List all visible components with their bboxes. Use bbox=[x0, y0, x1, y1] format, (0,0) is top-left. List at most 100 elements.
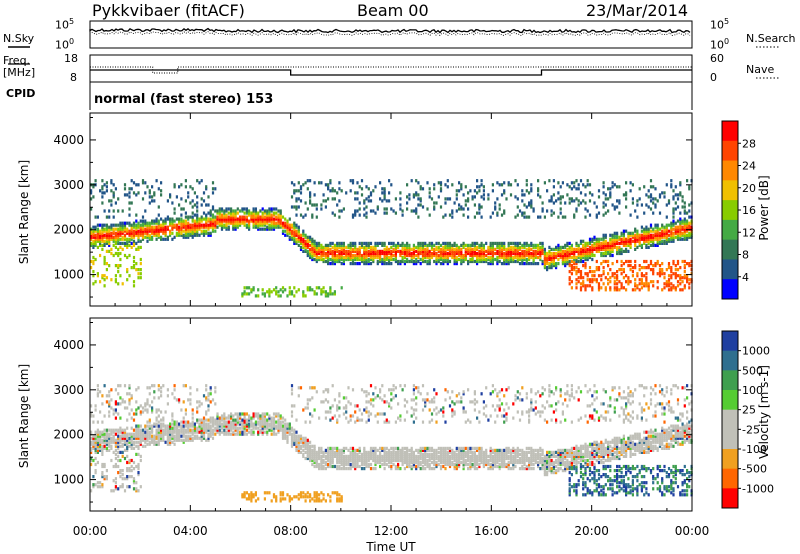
heatmap-cell bbox=[645, 278, 648, 282]
heatmap-cell bbox=[591, 288, 594, 292]
heatmap-cell bbox=[640, 233, 643, 237]
heatmap-cell bbox=[643, 231, 646, 235]
heatmap-cell bbox=[487, 255, 490, 260]
heatmap-cell bbox=[123, 442, 127, 446]
heatmap-cell bbox=[620, 286, 623, 290]
heatmap-cell bbox=[674, 235, 677, 239]
heatmap-cell bbox=[530, 203, 533, 207]
heatmap-cell bbox=[299, 199, 303, 203]
heatmap-cell bbox=[243, 428, 246, 432]
heatmap-cell bbox=[318, 241, 321, 245]
heatmap-cell bbox=[336, 203, 339, 207]
heatmap-cell bbox=[189, 398, 192, 402]
heatmap-cell bbox=[489, 249, 492, 253]
heatmap-cell bbox=[349, 464, 352, 469]
heatmap-cell bbox=[311, 203, 314, 207]
heatmap-cell bbox=[426, 255, 429, 260]
heatmap-cell bbox=[259, 217, 262, 221]
heatmap-cell bbox=[658, 268, 662, 272]
heatmap-cell bbox=[119, 264, 122, 268]
heatmap-cell bbox=[275, 432, 278, 436]
heatmap-cell bbox=[92, 485, 95, 489]
heatmap-cell bbox=[417, 249, 420, 253]
heatmap-cell bbox=[338, 241, 341, 245]
heatmap-cell bbox=[376, 251, 379, 256]
heatmap-cell bbox=[261, 420, 264, 424]
heatmap-cell bbox=[428, 213, 431, 217]
heatmap-cell bbox=[568, 247, 571, 251]
heatmap-cell bbox=[272, 422, 276, 426]
heatmap-cell bbox=[261, 215, 264, 219]
heatmap-cell bbox=[613, 276, 616, 280]
heatmap-cell bbox=[110, 438, 113, 442]
heatmap-cell bbox=[318, 446, 321, 450]
heatmap-cell bbox=[351, 448, 355, 452]
heatmap-cell bbox=[309, 251, 312, 256]
heatmap-cell bbox=[277, 426, 280, 430]
heatmap-cell bbox=[166, 215, 169, 219]
heatmap-cell bbox=[618, 201, 621, 205]
heatmap-cell bbox=[541, 251, 544, 256]
heatmap-cell bbox=[433, 187, 436, 191]
heatmap-cell bbox=[627, 243, 630, 247]
heatmap-cell bbox=[245, 217, 248, 221]
heatmap-cell bbox=[92, 282, 95, 286]
heatmap-cell bbox=[546, 262, 549, 266]
heatmap-cell bbox=[496, 243, 499, 247]
heatmap-cell bbox=[304, 442, 307, 446]
heatmap-cell bbox=[417, 181, 420, 185]
heatmap-cell bbox=[643, 284, 646, 288]
heatmap-cell bbox=[295, 223, 298, 227]
heatmap-cell bbox=[220, 219, 224, 223]
heatmap-cell bbox=[132, 221, 136, 225]
heatmap-cell bbox=[570, 280, 573, 284]
heatmap-cell bbox=[171, 392, 174, 396]
heatmap-cell bbox=[331, 241, 334, 245]
heatmap-cell bbox=[496, 245, 499, 249]
heatmap-cell bbox=[223, 416, 226, 420]
heatmap-cell bbox=[141, 181, 145, 185]
heatmap-cell bbox=[408, 251, 411, 256]
heatmap-cell bbox=[169, 432, 172, 436]
heatmap-cell bbox=[101, 179, 104, 183]
heatmap-cell bbox=[119, 430, 122, 434]
cpid-label: CPID bbox=[6, 87, 36, 100]
heatmap-cell bbox=[453, 253, 456, 258]
heatmap-cell bbox=[137, 276, 140, 280]
heatmap-cell bbox=[584, 253, 587, 258]
heatmap-cell bbox=[90, 237, 93, 241]
heatmap-cell bbox=[383, 187, 386, 191]
heatmap-cell bbox=[451, 215, 454, 219]
heatmap-cell bbox=[108, 410, 111, 414]
heatmap-cell bbox=[582, 243, 585, 247]
heatmap-cell bbox=[363, 213, 366, 217]
heatmap-cell bbox=[579, 259, 583, 264]
heatmap-cell bbox=[130, 432, 133, 436]
heatmap-cell bbox=[216, 428, 219, 432]
heatmap-cell bbox=[306, 243, 309, 247]
heatmap-cell bbox=[132, 231, 136, 235]
heatmap-cell bbox=[672, 223, 675, 227]
heatmap-cell bbox=[595, 215, 598, 219]
heatmap-cell bbox=[227, 430, 230, 434]
heatmap-cell bbox=[647, 235, 650, 239]
heatmap-cell bbox=[363, 467, 366, 471]
heatmap-cell bbox=[191, 223, 194, 227]
heatmap-cell bbox=[275, 221, 278, 225]
heatmap-cell bbox=[218, 430, 221, 434]
heatmap-cell bbox=[410, 247, 413, 251]
heatmap-cell bbox=[90, 450, 93, 454]
heatmap-cell bbox=[223, 209, 226, 213]
heatmap-cell bbox=[309, 249, 312, 253]
heatmap-cell bbox=[394, 257, 397, 262]
heatmap-cell bbox=[157, 225, 160, 229]
heatmap-cell bbox=[99, 438, 102, 442]
heatmap-cell bbox=[128, 398, 131, 402]
heatmap-cell bbox=[649, 233, 653, 237]
heatmap-cell bbox=[390, 207, 393, 211]
heatmap-cell bbox=[625, 247, 628, 251]
heatmap-cell bbox=[92, 414, 95, 418]
heatmap-cell bbox=[130, 396, 133, 400]
heatmap-cell bbox=[602, 191, 605, 195]
heatmap-cell bbox=[532, 243, 535, 247]
